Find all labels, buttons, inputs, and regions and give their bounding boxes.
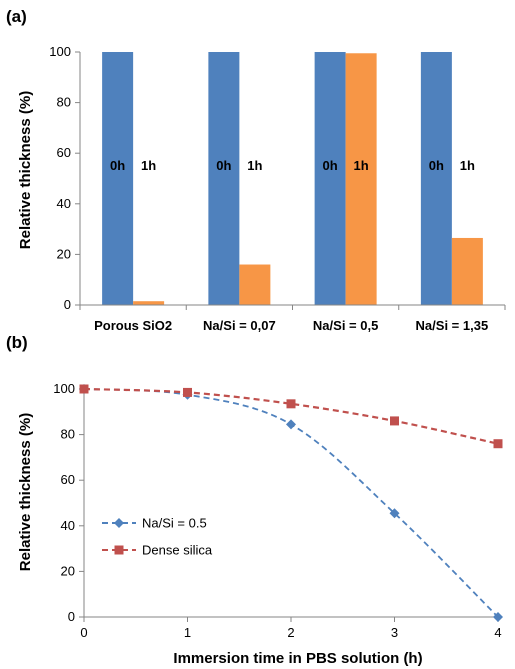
data-point-1 (79, 384, 89, 394)
bar-0h (314, 52, 346, 305)
y-tick-label: 100 (49, 44, 71, 59)
category-label: Na/Si = 0,5 (313, 318, 378, 333)
bar-1h (133, 301, 165, 305)
y-tick-label: 40 (57, 196, 71, 211)
bar-label: 0h (429, 158, 444, 173)
data-point-0 (493, 612, 503, 622)
panel-a-y-axis-label: Relative thickness (%) (17, 91, 34, 249)
category-label: Na/Si = 0,07 (203, 318, 276, 333)
data-point-0 (286, 419, 296, 430)
legend-marker (114, 545, 124, 555)
bar-0h (208, 52, 240, 305)
bar-1h (239, 264, 271, 305)
panel-a-label: (a) (6, 7, 27, 26)
bar-label: 0h (216, 158, 231, 173)
data-point-1 (286, 399, 296, 409)
bar-label: 1h (247, 158, 262, 173)
bar-label: 0h (323, 158, 338, 173)
y-tick-label: 0 (68, 609, 75, 624)
x-tick-label: 4 (494, 625, 501, 640)
bar-0h (420, 52, 452, 305)
data-point-1 (390, 416, 399, 426)
x-tick-label: 3 (391, 625, 398, 640)
bar-label: 1h (354, 158, 369, 173)
y-tick-label: 40 (61, 518, 75, 533)
panel-b-y-axis-label: Relative thickness (%) (17, 413, 34, 571)
y-tick-label: 80 (57, 95, 71, 110)
y-tick-label: 60 (57, 145, 71, 160)
bar-label: 1h (141, 158, 156, 173)
data-point-0 (389, 508, 400, 519)
panel-b-label: (b) (6, 333, 28, 352)
category-label: Na/Si = 1,35 (416, 318, 489, 333)
bar-1h (451, 237, 483, 305)
bar-label: 1h (460, 158, 475, 173)
panel-a-plot: 0 20 40 60 80 100 0h 1h Porous SiO2 0h 1h Na/Si = 0… (49, 44, 506, 333)
panel-b-x-axis-label: Immersion time in PBS solution (h) (173, 650, 422, 667)
legend-label: Dense silica (142, 543, 213, 558)
legend-marker (114, 518, 124, 528)
legend-label: Na/Si = 0.5 (142, 516, 207, 531)
series-line-1 (83, 387, 499, 445)
y-tick-label: 80 (61, 427, 75, 442)
x-tick-label: 1 (184, 625, 191, 640)
x-tick-label: 0 (80, 625, 87, 640)
y-tick-label: 60 (61, 472, 75, 487)
category-label: Porous SiO2 (94, 318, 172, 333)
data-point-1 (183, 387, 192, 397)
data-point-1 (493, 439, 503, 449)
y-tick-label: 0 (64, 297, 71, 312)
bar-1h (345, 53, 377, 305)
x-tick-label: 2 (287, 625, 294, 640)
panel-b-plot: 0 20 40 60 80 100 0 1 2 3 4 Na/Si = 0.5 Dense silica (53, 381, 503, 640)
y-tick-label: 20 (61, 563, 75, 578)
bar-0h (102, 52, 134, 305)
y-tick-label: 20 (57, 246, 71, 261)
bar-label: 0h (110, 158, 125, 173)
y-tick-label: 100 (53, 381, 75, 396)
